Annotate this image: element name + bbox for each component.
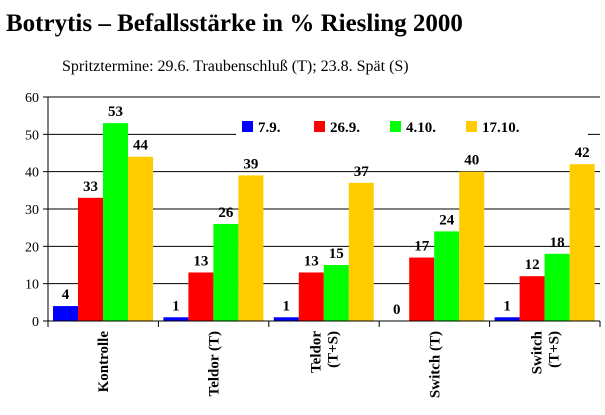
- legend-swatch-7.9.: [242, 121, 253, 132]
- bars: [53, 123, 595, 321]
- bar-26.9.: [519, 276, 545, 321]
- legend-box: [236, 113, 588, 139]
- data-label: 13: [304, 253, 319, 269]
- chart-title: Botrytis – Befallsstärke in % Riesling 2…: [6, 10, 463, 37]
- data-label: 33: [83, 179, 98, 195]
- y-tick-label: 50: [25, 128, 39, 143]
- bar-7.9.: [53, 306, 78, 321]
- x-tick-label: Switch: [529, 330, 545, 374]
- data-label: 24: [439, 212, 455, 228]
- legend-swatch-4.10.: [390, 121, 401, 132]
- data-label: 12: [525, 257, 540, 273]
- bar-26.9.: [188, 272, 214, 321]
- legend-swatch-26.9.: [314, 121, 325, 132]
- legend-label: 17.10.: [482, 120, 520, 136]
- data-label: 1: [503, 298, 511, 314]
- data-label: 1: [283, 298, 291, 314]
- y-tick-label: 20: [25, 240, 39, 255]
- data-label: 0: [393, 302, 401, 318]
- x-tick-label: Kontrolle: [96, 331, 112, 393]
- x-tick-label: Switch (T): [427, 331, 443, 398]
- x-tick-label: Teldor (T): [207, 331, 223, 396]
- data-label: 53: [108, 104, 123, 120]
- data-label: 40: [464, 153, 479, 169]
- bar-4.10.: [103, 123, 128, 321]
- bar-4.10.: [434, 231, 460, 321]
- y-tick-label: 0: [32, 315, 39, 330]
- bar-17.10.: [238, 175, 264, 321]
- legend-label: 7.9.: [258, 120, 281, 136]
- x-tick-label: (T+S): [546, 331, 562, 368]
- bar-4.10.: [323, 265, 349, 321]
- legend-label: 4.10.: [406, 120, 436, 136]
- legend: 7.9. 26.9. 4.10. 17.10.: [236, 113, 588, 139]
- data-label: 44: [133, 138, 149, 154]
- y-tick-label: 30: [25, 203, 39, 218]
- y-tick-label: 40: [25, 166, 39, 181]
- data-label: 17: [414, 239, 430, 255]
- bar-7.9.: [163, 317, 189, 321]
- bar-7.9.: [494, 317, 520, 321]
- data-label: 1: [172, 298, 180, 314]
- data-label: 4: [62, 287, 70, 303]
- bar-17.10.: [459, 171, 485, 321]
- bar-7.9.: [273, 317, 299, 321]
- chart-subtitle: Spritztermine: 29.6. Traubenschluß (T); …: [62, 58, 409, 75]
- data-label: 42: [575, 145, 590, 161]
- bar-26.9.: [298, 272, 324, 321]
- data-label: 15: [329, 246, 344, 262]
- bar-26.9.: [78, 197, 103, 321]
- legend-swatch-17.10.: [466, 121, 477, 132]
- x-tick-label: (T+S): [326, 331, 342, 368]
- bar-4.10.: [213, 223, 239, 321]
- data-label: 39: [243, 156, 258, 172]
- bar-17.10.: [348, 182, 374, 321]
- bar-4.10.: [544, 253, 570, 321]
- x-tick-label: Teldor: [309, 331, 325, 373]
- data-label: 13: [193, 253, 208, 269]
- bar-17.10.: [569, 164, 595, 321]
- data-label: 18: [550, 235, 565, 251]
- y-tick-label: 10: [25, 278, 39, 293]
- legend-label: 26.9.: [330, 120, 360, 136]
- data-label: 26: [218, 205, 234, 221]
- data-label: 37: [354, 164, 370, 180]
- bar-26.9.: [409, 257, 435, 321]
- data-labels: 4 1 1 0 1 33 13 13 17 12 53 26 15 24 18 44 39 37 40 42: [62, 104, 590, 318]
- y-tick-label: 60: [25, 91, 39, 106]
- bar-17.10.: [128, 156, 153, 321]
